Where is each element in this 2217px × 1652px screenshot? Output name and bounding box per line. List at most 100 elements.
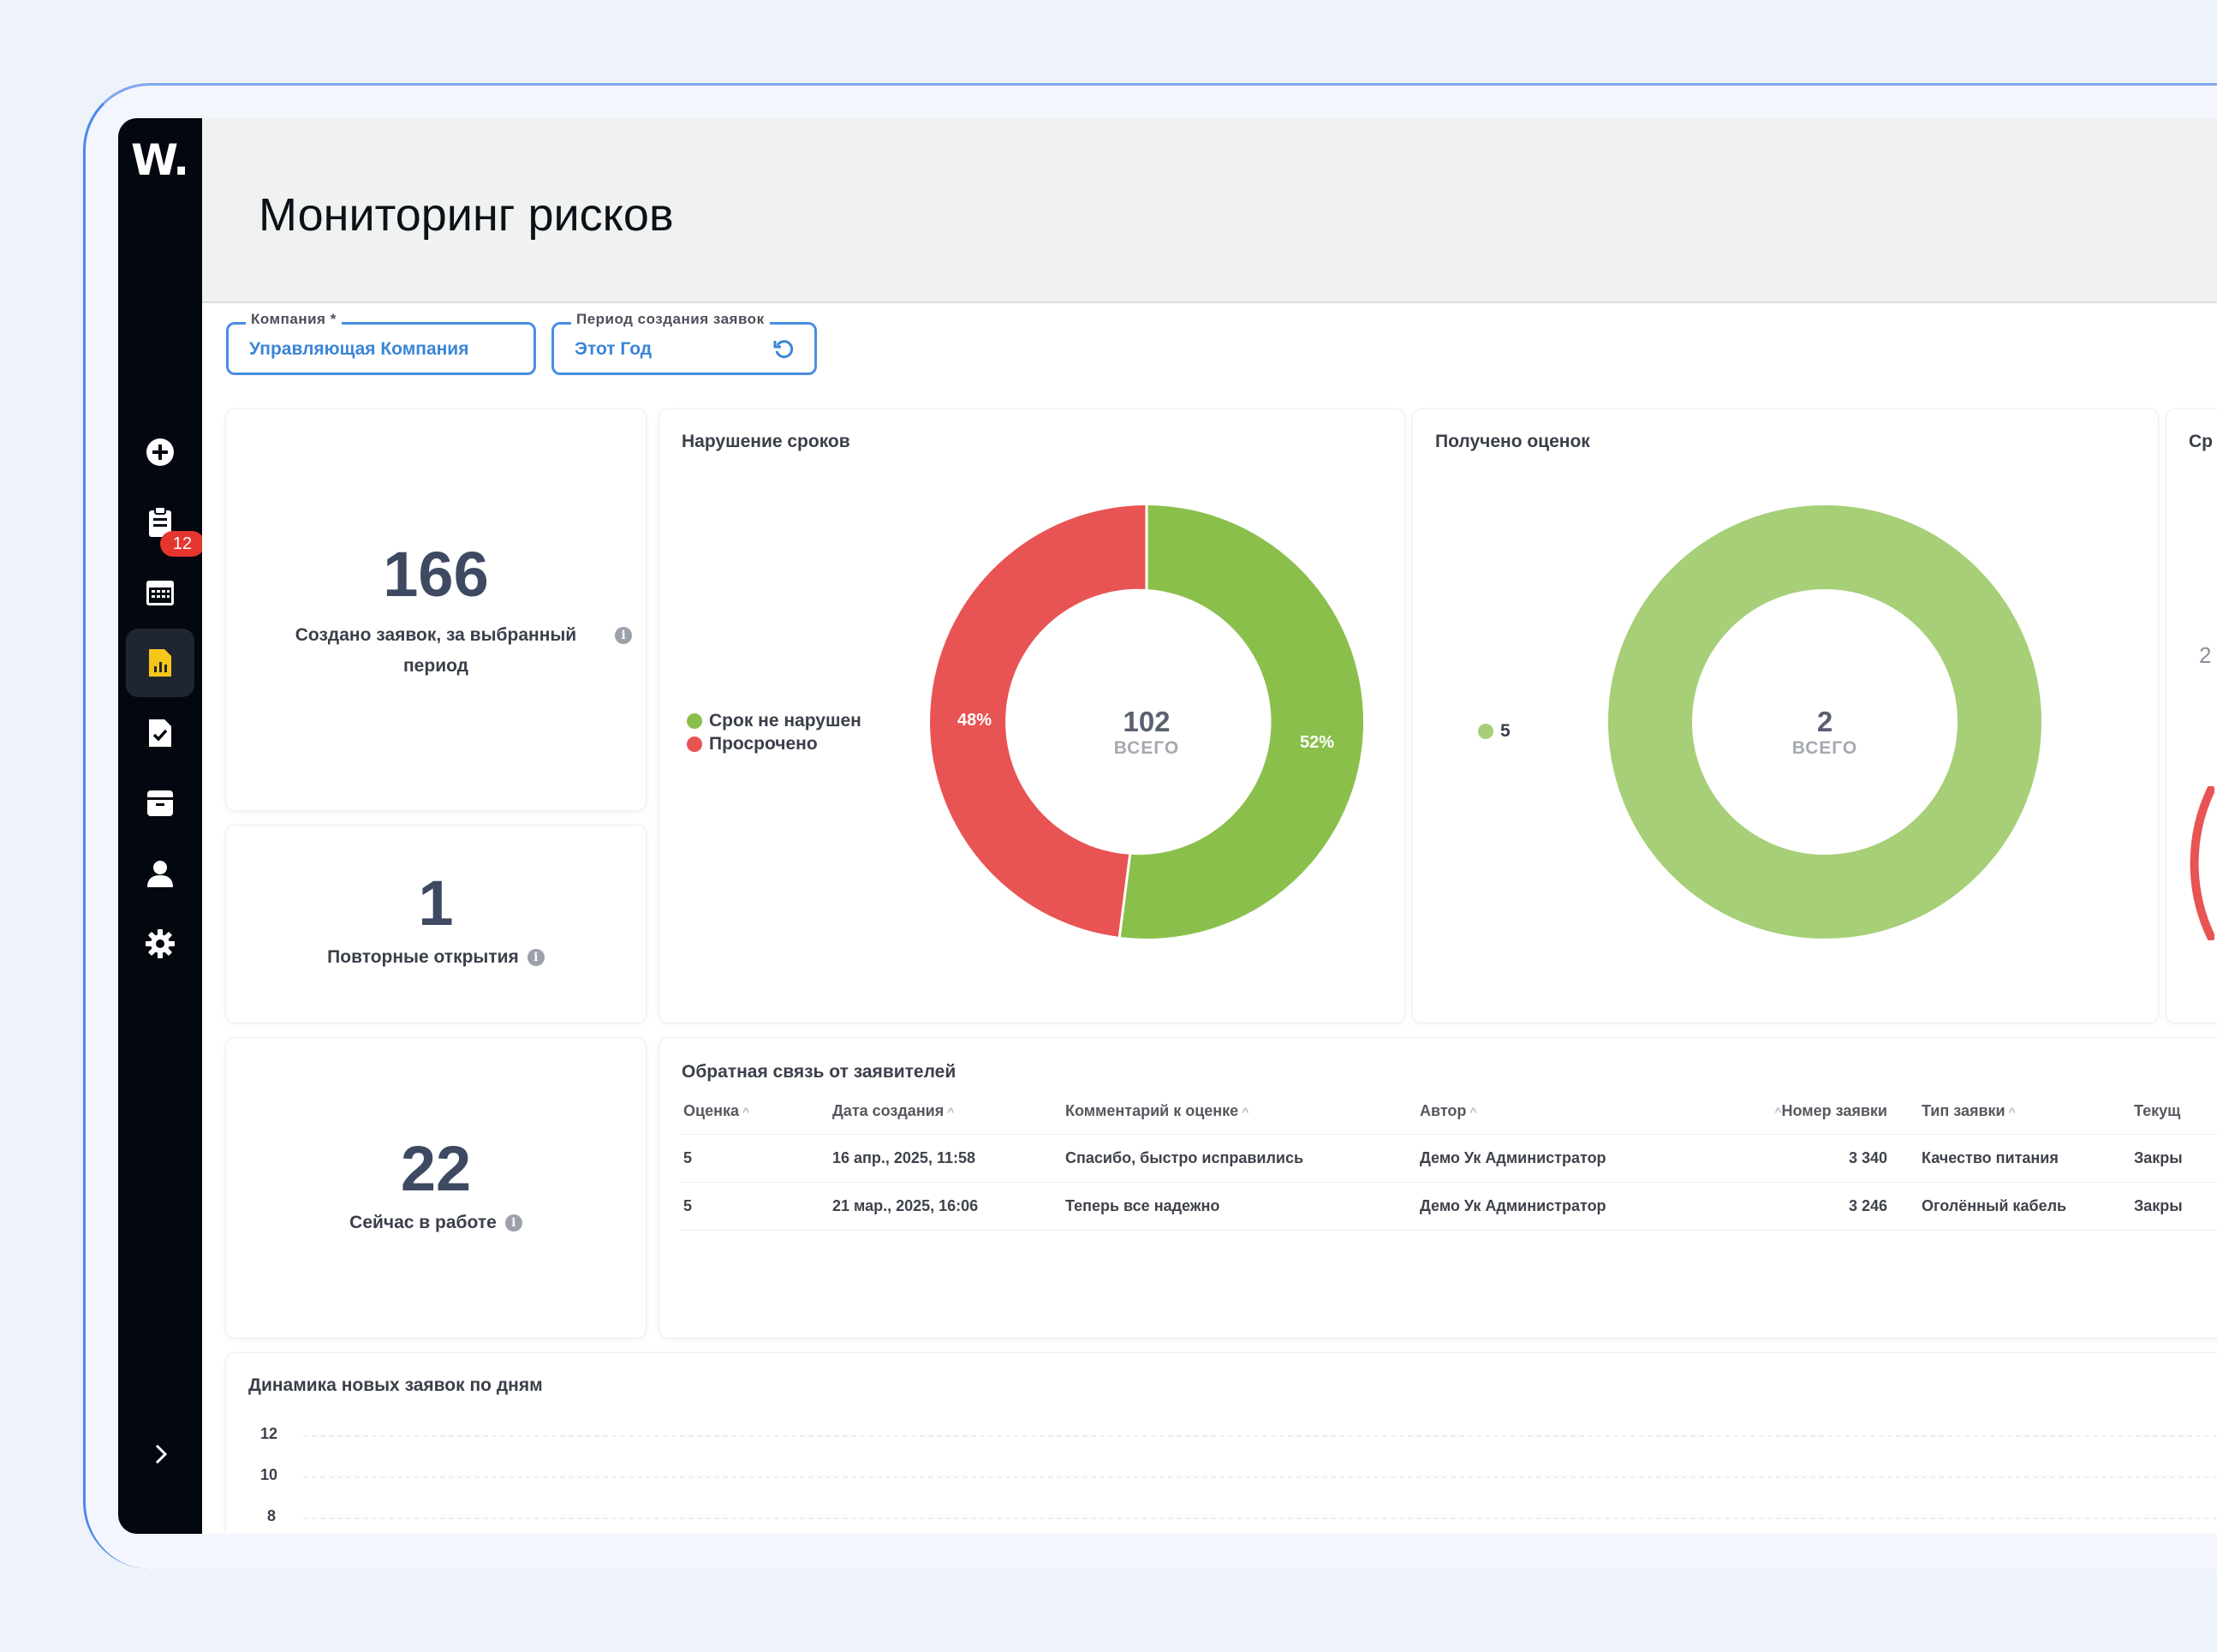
info-icon[interactable]: i [615,627,632,644]
sidebar-item-archive[interactable] [126,769,194,838]
chevron-right-icon[interactable] [144,1437,178,1471]
col-date[interactable]: Дата создания ^ [829,1089,1062,1135]
gear-icon [146,929,175,958]
cell-author: Демо Ук Администратор [1416,1134,1742,1183]
cell-type: Оголённый кабель [1891,1182,2131,1231]
period-label: Период создания заявок [571,311,770,328]
reset-icon[interactable] [772,337,796,361]
legend-label: Просрочено [709,733,818,754]
info-icon[interactable]: i [504,1214,522,1232]
page-header: Мониторинг рисков [202,118,2217,303]
sidebar-item-tasks[interactable]: 12 [126,488,205,557]
calendar-icon [146,581,174,605]
report-icon [149,649,171,677]
sidebar: W. 12 [118,118,205,1534]
col-author[interactable]: Автор ^ [1416,1089,1742,1135]
sidebar-item-reports[interactable] [126,629,194,697]
clipboard-icon [149,506,171,537]
pct-ok: 52% [1300,733,1335,752]
third-card-title: Ср [2189,432,2213,451]
donut-slice-ok[interactable] [1119,505,1364,939]
legend-item-5[interactable]: 5 [1478,719,1511,743]
kpi-created-card: 166 Создано заявок, за выбранный период … [226,409,646,810]
company-value: Управляющая Компания [249,339,469,359]
legend-label: 5 [1500,720,1511,741]
daily-title: Динамика новых заявок по дням [248,1375,543,1395]
donut-slice-overdue[interactable] [930,505,1147,937]
cell-author: Демо Ук Администратор [1416,1182,1742,1231]
cell-comment: Теперь все надежно [1062,1182,1416,1231]
info-icon[interactable]: i [527,949,545,967]
col-status[interactable]: Текущ [2131,1089,2217,1135]
col-type[interactable]: Тип заявки ^ [1891,1089,2131,1135]
y-tick: 10 [260,1466,278,1483]
col-number[interactable]: ^Номер заявки [1742,1089,1891,1135]
col-comment[interactable]: Комментарий к оценке ^ [1062,1089,1416,1135]
pct-overdue: 48% [957,711,992,730]
sidebar-item-calendar[interactable] [126,558,194,627]
legend-dot [687,736,702,752]
kpi-created-value: 166 [383,539,489,610]
gridline [303,1476,2217,1478]
third-card: Ср 2 [2166,409,2217,1023]
sidebar-item-create[interactable] [126,418,194,486]
page-title: Мониторинг рисков [259,189,674,241]
kpi-in-progress-value: 22 [400,1133,472,1204]
donut-total: 2 [1816,706,1833,737]
kpi-reopened-text: Повторные открытия [327,947,519,967]
third-card-donut [2190,786,2214,940]
archive-icon [147,790,173,816]
table-header-row: Оценка ^ Дата создания ^ Комментарий к оце… [680,1089,2217,1135]
ratings-card: Получено оценок 5 2 ВСЕГО [1413,409,2158,1023]
kpi-in-progress-text: Сейчас в работе [349,1213,497,1232]
daily-card: Динамика новых заявок по дням 12 10 8 [226,1353,2217,1534]
feedback-table: Оценка ^ Дата создания ^ Комментарий к оце… [680,1089,2217,1231]
deadlines-card: Нарушение сроков Срок не нарушен Просроч… [659,409,1404,1023]
kpi-reopened-card: 1 Повторные открытия i [226,826,646,1023]
deadlines-legend: Срок не нарушен Просрочено [687,709,861,755]
legend-dot [1478,723,1493,739]
sidebar-item-users[interactable] [126,839,194,908]
feedback-title: Обратная связь от заявителей [682,1062,957,1082]
y-tick: 12 [260,1425,278,1442]
period-select[interactable]: Период создания заявок Этот Год [551,311,817,375]
donut-center: 102 ВСЕГО [1061,706,1232,759]
y-tick: 8 [267,1507,277,1524]
donut-total-label: ВСЕГО [1113,738,1180,758]
legend-dot [687,713,702,729]
third-card-value: 2 [2199,642,2212,668]
cell-status: Закры [2131,1182,2217,1231]
company-label: Компания * [246,311,342,328]
deadlines-title: Нарушение сроков [682,432,850,451]
cell-date: 21 мар., 2025, 16:06 [829,1182,1062,1231]
col-rating[interactable]: Оценка ^ [680,1089,829,1135]
checklist-icon [149,719,171,747]
kpi-reopened-value: 1 [418,868,454,939]
legend-label: Срок не нарушен [709,710,861,731]
ratings-donut [1608,505,2041,939]
donut-total-label: ВСЕГО [1791,738,1858,758]
legend-item-overdue[interactable]: Просрочено [687,732,861,755]
kpi-created-label: Создано заявок, за выбранный период [295,625,577,676]
donut-center: 2 ВСЕГО [1739,706,1910,759]
cell-rating: 5 [680,1134,829,1183]
legend-item-ok[interactable]: Срок не нарушен [687,709,861,732]
kpi-in-progress-label: Сейчас в работе i [277,1208,594,1238]
donut-total: 102 [1123,706,1171,737]
deadlines-donut [930,505,1364,939]
plus-circle-icon [146,438,174,466]
main-content: Мониторинг рисков Компания * Управляющая… [202,118,2217,1534]
table-row[interactable]: 5 21 мар., 2025, 16:06 Теперь все надежн… [680,1182,2217,1231]
cell-status: Закры [2131,1134,2217,1183]
cell-number: 3 246 [1742,1182,1891,1231]
logo[interactable]: W. [131,135,189,185]
table-row[interactable]: 5 16 апр., 2025, 11:58 Спасибо, быстро и… [680,1134,2217,1183]
kpi-in-progress-card: 22 Сейчас в работе i [226,1038,646,1338]
cell-date: 16 апр., 2025, 11:58 [829,1134,1062,1183]
ratings-legend: 5 [1478,719,1511,743]
donut-slice-5[interactable] [1608,505,2041,939]
sidebar-item-settings[interactable] [126,909,194,978]
company-select[interactable]: Компания * Управляющая Компания [226,311,536,375]
user-icon [147,861,173,887]
sidebar-item-checklists[interactable] [126,699,194,767]
